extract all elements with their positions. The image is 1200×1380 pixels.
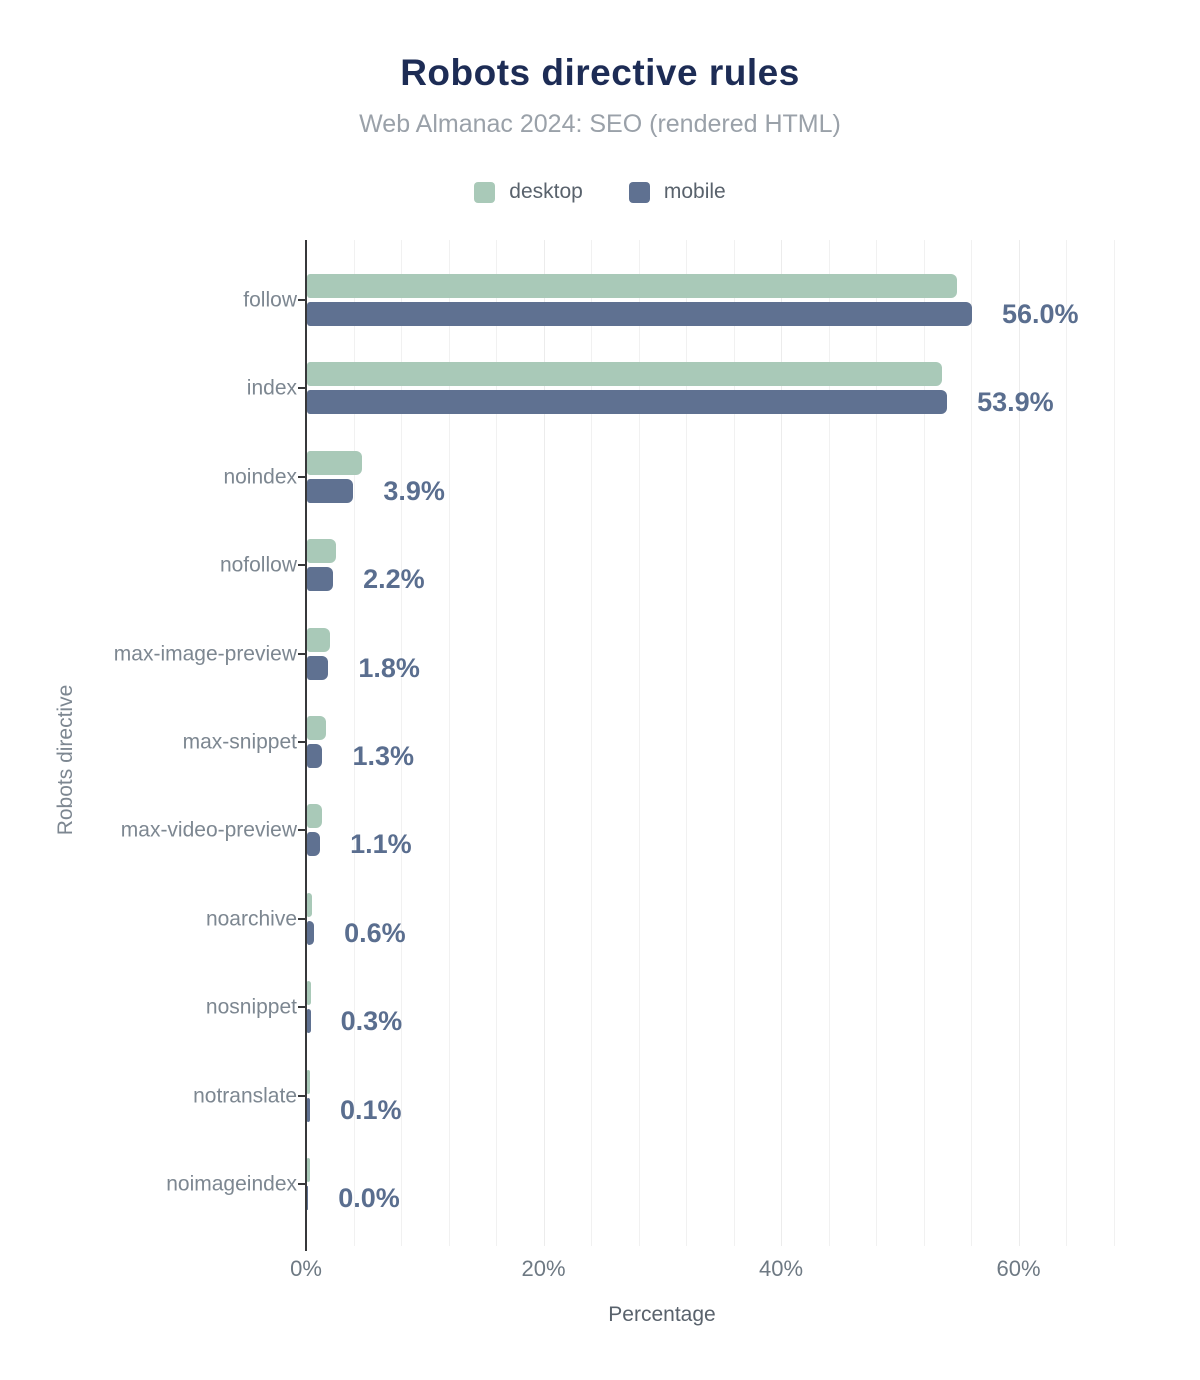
x-tick-label: 0% [290,1256,322,1281]
desktop-series-swatch-icon [474,181,496,203]
gridline [1113,240,1115,1246]
bar-mobile-noimageindex [307,1186,309,1210]
legend-label-mobile: mobile [663,180,726,203]
x-tick-label: 40% [758,1256,804,1281]
category-label-noarchive: noarchive [205,907,297,931]
bar-mobile-follow [307,302,972,326]
gridline [733,240,735,1246]
data-label-nofollow: 2.2% [363,564,425,595]
data-label-max-video-preview: 1.1% [350,829,412,860]
data-label-follow: 56.0% [1002,299,1079,329]
data-label-noindex: 3.9% [383,475,445,506]
gridline [828,240,830,1246]
legend-label-desktop: desktop [509,180,583,203]
bar-mobile-index [307,390,948,415]
category-label-index: index [246,376,297,400]
bar-mobile-nofollow [307,567,334,592]
data-label-index: 53.9% [977,387,1054,418]
category-label-follow: follow [243,288,297,312]
gridline [448,240,450,1246]
category-tick [298,917,306,920]
gridline [496,240,497,1246]
gridline [971,240,972,1246]
gridline [1066,240,1067,1246]
category-tick [298,1183,306,1185]
gridline [638,240,640,1246]
gridline [543,240,545,1246]
bar-mobile-notranslate [307,1097,310,1122]
legend-item-mobile[interactable]: mobile [628,180,726,204]
category-label-nosnippet: nosnippet [205,995,297,1019]
bar-desktop-noindex [307,450,362,475]
bar-desktop-index [307,362,943,387]
data-label-max-snippet: 1.3% [352,741,414,771]
mobile-series-swatch-icon [628,181,650,203]
gridline [591,240,592,1246]
bar-mobile-noarchive [307,920,315,945]
chart-subtitle: Web Almanac 2024: SEO (rendered HTML) [359,110,841,138]
bar-desktop-noimageindex [307,1158,310,1182]
bar-desktop-max-snippet [307,716,326,740]
bar-mobile-max-snippet [307,744,323,768]
category-tick [298,652,306,655]
bar-desktop-follow [307,274,957,298]
bar-desktop-noarchive [307,892,312,917]
category-label-max-video-preview: max-video-preview [120,818,297,842]
gridline [686,240,687,1246]
category-label-max-image-preview: max-image-preview [113,642,297,666]
legend-item-desktop[interactable]: desktop [474,180,583,204]
category-tick [298,829,306,832]
y-axis-title: Robots directive [54,684,77,836]
x-tick-label: 20% [521,1256,566,1281]
bar-mobile-max-video-preview [307,832,321,857]
x-tick-label: 60% [996,1256,1041,1281]
gridline [401,240,402,1246]
category-label-notranslate: notranslate [193,1084,297,1108]
bar-desktop-notranslate [307,1069,310,1094]
data-label-notranslate: 0.1% [340,1094,402,1125]
category-tick [298,1094,306,1097]
chart-title: Robots directive rules [400,52,800,93]
bar-desktop-nosnippet [307,981,311,1006]
data-label-noarchive: 0.6% [344,917,406,948]
category-label-nofollow: nofollow [219,553,297,577]
gridline [923,240,925,1246]
category-label-noimageindex: noimageindex [166,1172,297,1196]
bar-mobile-max-image-preview [307,655,329,680]
bar-desktop-nofollow [307,539,336,564]
gridline [781,240,782,1246]
category-tick [298,741,306,743]
bar-mobile-nosnippet [307,1009,311,1034]
category-tick [298,564,306,567]
legend: desktop mobile [0,180,1200,204]
data-label-max-image-preview: 1.8% [358,652,420,683]
category-tick [298,475,306,478]
category-tick [298,1006,306,1009]
data-label-noimageindex: 0.0% [338,1183,400,1213]
category-label-noindex: noindex [223,465,297,489]
bar-desktop-max-video-preview [307,804,323,829]
gridline [1018,240,1020,1246]
category-tick [298,387,306,390]
bar-mobile-noindex [307,478,354,503]
gridline [353,240,355,1246]
data-label-nosnippet: 0.3% [340,1006,403,1037]
gridline [876,240,877,1246]
x-axis-title: Percentage [608,1303,716,1326]
y-axis-line [305,240,307,1251]
category-label-max-snippet: max-snippet [182,730,297,754]
bar-desktop-max-image-preview [307,627,330,652]
category-tick [298,299,306,301]
